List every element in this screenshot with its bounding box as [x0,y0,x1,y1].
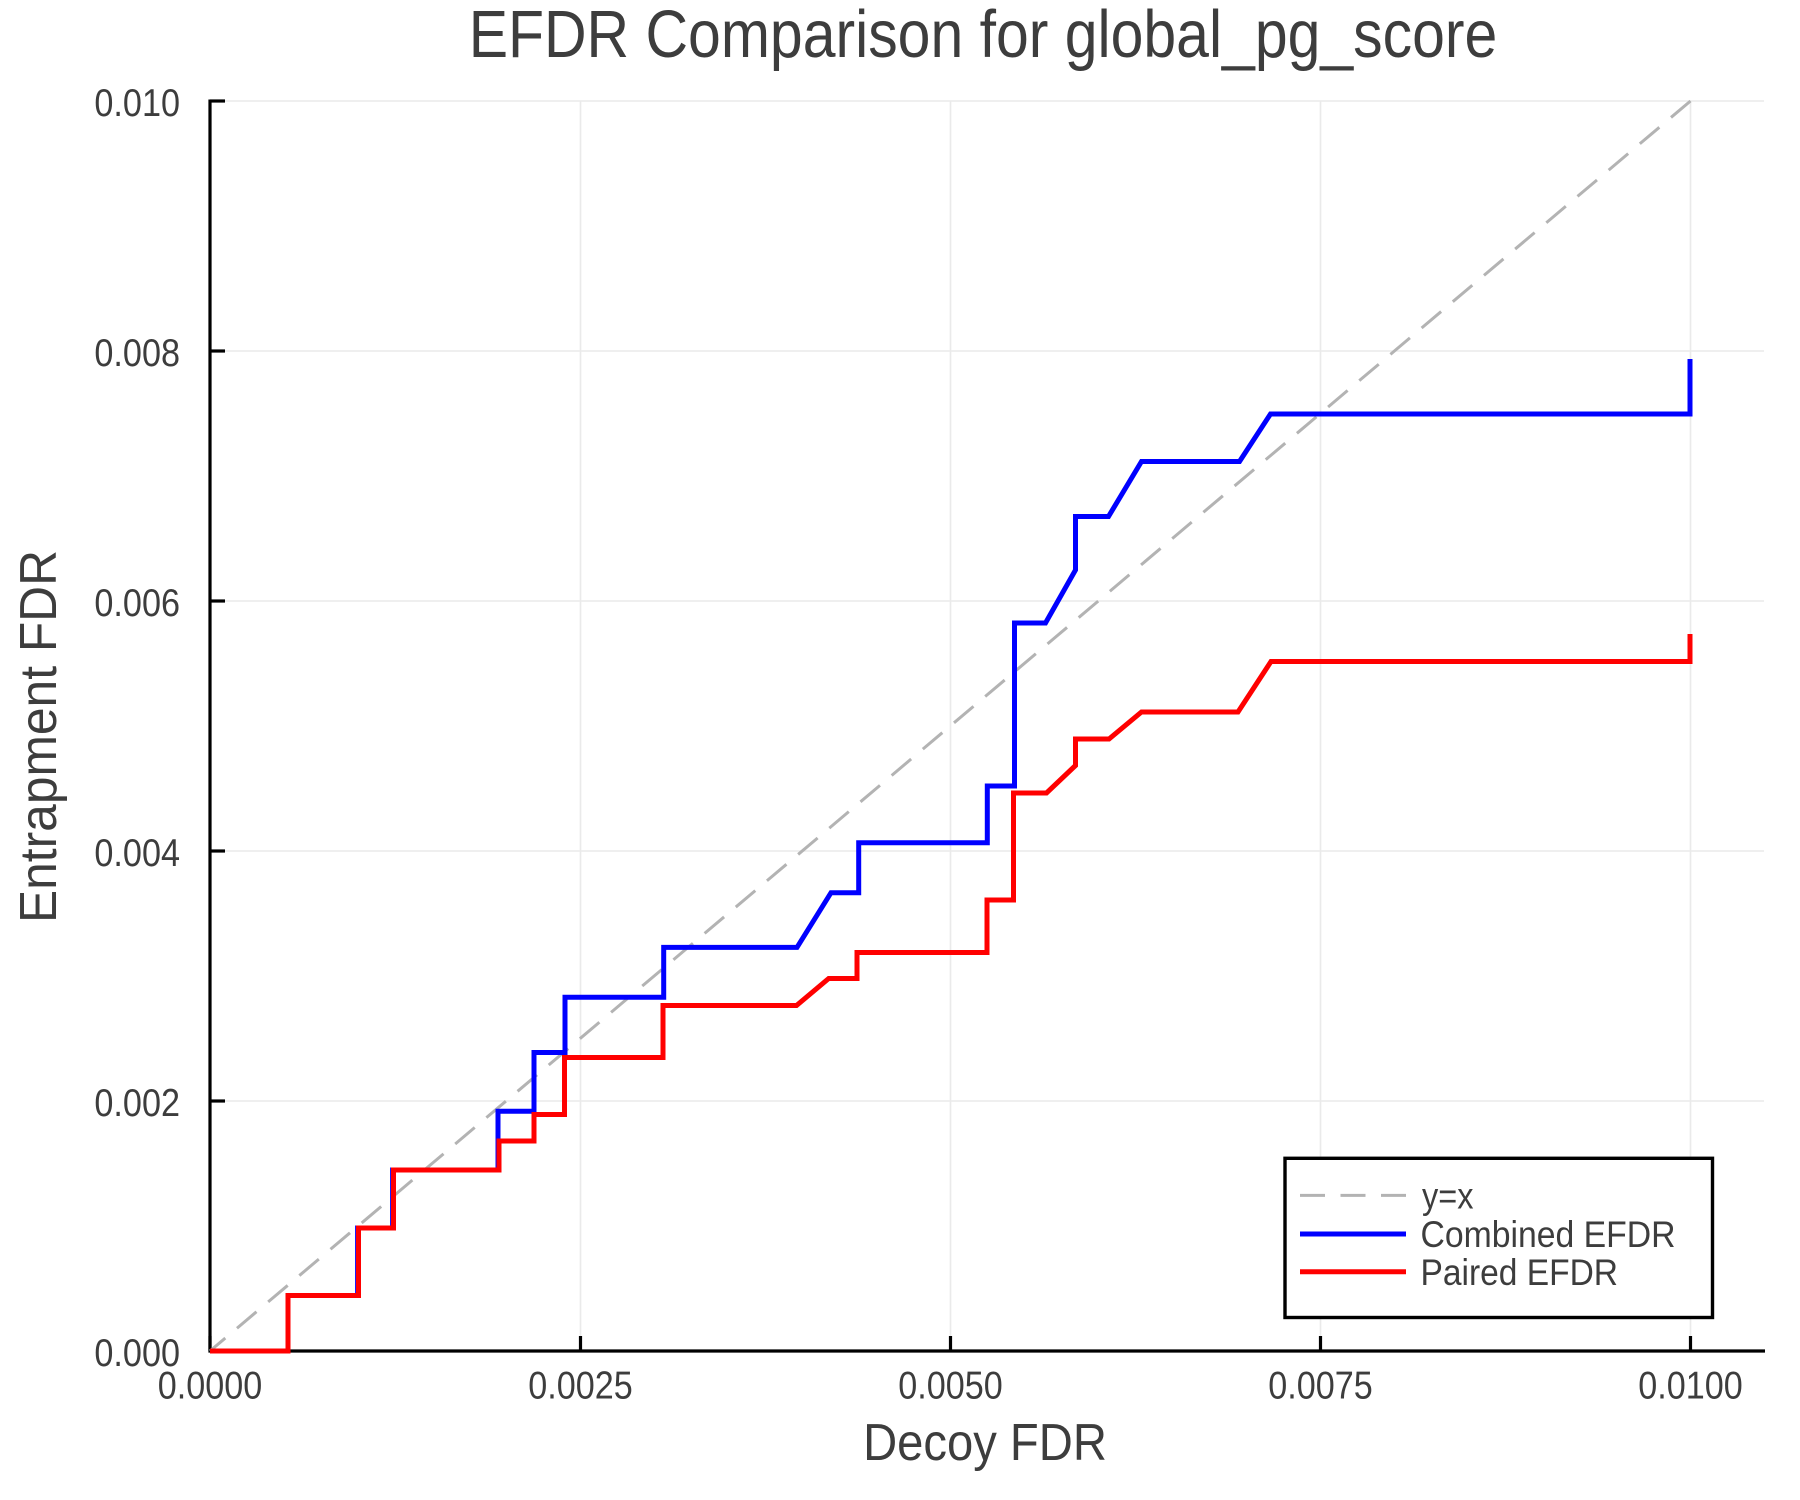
svg-text:0.000: 0.000 [94,1331,180,1375]
svg-text:0.006: 0.006 [94,581,180,625]
svg-text:0.010: 0.010 [94,81,180,125]
svg-text:Combined EFDR: Combined EFDR [1421,1213,1676,1255]
svg-text:EFDR Comparison for global_pg_: EFDR Comparison for global_pg_score [469,0,1498,72]
svg-text:0.0000: 0.0000 [158,1365,263,1408]
svg-text:Decoy FDR: Decoy FDR [863,1414,1107,1472]
svg-text:Entrapment FDR: Entrapment FDR [10,550,68,923]
svg-text:0.004: 0.004 [94,831,180,875]
svg-text:y=x: y=x [1422,1175,1474,1217]
svg-text:0.0075: 0.0075 [1268,1365,1373,1408]
svg-text:0.0025: 0.0025 [528,1365,633,1408]
svg-text:0.0050: 0.0050 [898,1365,1003,1408]
svg-text:0.0100: 0.0100 [1638,1365,1743,1408]
svg-text:0.002: 0.002 [94,1081,180,1125]
svg-text:Paired EFDR: Paired EFDR [1421,1251,1619,1293]
svg-text:0.008: 0.008 [94,331,180,375]
